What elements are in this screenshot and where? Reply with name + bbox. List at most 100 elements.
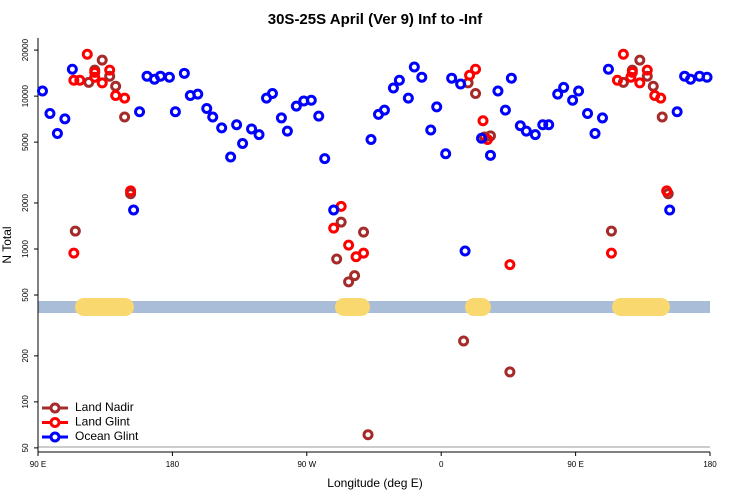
point (68, 247, 80, 259)
point (349, 270, 361, 282)
point (567, 94, 579, 106)
point (104, 64, 116, 76)
point (477, 115, 489, 127)
y-axis-label: N Total (0, 226, 14, 263)
point (81, 48, 93, 60)
point (192, 88, 204, 100)
point (641, 70, 653, 82)
y-tick-label: 100 (21, 395, 30, 409)
point (458, 335, 470, 347)
point (573, 85, 585, 97)
point (335, 216, 347, 228)
y-tick-label: 50 (21, 443, 30, 452)
point (358, 226, 370, 238)
legend-label: Land Glint (75, 415, 130, 429)
point (387, 82, 399, 94)
point (582, 107, 594, 119)
point (552, 88, 564, 100)
point (492, 85, 504, 97)
point (476, 132, 488, 144)
point (319, 153, 331, 165)
point (207, 111, 219, 123)
point (402, 92, 414, 104)
point (59, 113, 71, 125)
point (358, 247, 370, 259)
point (169, 106, 181, 118)
point (119, 111, 131, 123)
point (605, 225, 617, 237)
point (362, 429, 374, 441)
point (104, 70, 116, 82)
y-tick-label: 1000 (21, 240, 30, 258)
point (378, 104, 390, 116)
land-patch (612, 298, 670, 316)
point (328, 222, 340, 234)
point (634, 77, 646, 89)
point (589, 127, 601, 139)
point (343, 239, 355, 251)
point (290, 100, 302, 112)
y-tick-label: 20000 (21, 38, 30, 61)
point (543, 119, 555, 131)
x-tick-label: 90 W (297, 460, 316, 469)
point (558, 81, 570, 93)
point (201, 102, 213, 114)
legend-marker (49, 431, 61, 443)
point (459, 245, 471, 257)
point (128, 204, 140, 216)
point (685, 73, 697, 85)
point (163, 71, 175, 83)
point (455, 78, 467, 90)
x-axis-label: Longitude (deg E) (327, 476, 422, 490)
point (69, 225, 81, 237)
point (617, 48, 629, 60)
point (89, 71, 101, 83)
point (505, 72, 517, 84)
y-tick-label: 500 (21, 288, 30, 302)
land-patch (465, 298, 491, 316)
point (647, 80, 659, 92)
legend-label: Land Nadir (75, 400, 134, 414)
x-tick-label: 180 (703, 460, 717, 469)
chart-title: 30S-25S April (Ver 9) Inf to -Inf (268, 11, 483, 28)
point (664, 204, 676, 216)
point (529, 129, 541, 141)
point (605, 247, 617, 259)
point (96, 77, 108, 89)
point (331, 253, 343, 265)
point (470, 88, 482, 100)
point (408, 61, 420, 73)
point (596, 112, 608, 124)
y-tick-label: 200 (21, 349, 30, 363)
point (425, 124, 437, 136)
point (216, 122, 228, 134)
x-tick-label: 180 (166, 460, 180, 469)
x-tick-label: 90 E (30, 460, 46, 469)
x-tick-label: 0 (439, 460, 444, 469)
y-tick-label: 5000 (21, 133, 30, 151)
point (343, 276, 355, 288)
point (281, 125, 293, 137)
legend-marker (49, 417, 61, 428)
point (231, 119, 243, 131)
point (611, 74, 623, 86)
land-patch (335, 298, 370, 316)
land-patch (75, 298, 134, 316)
point (504, 366, 516, 378)
point (470, 63, 482, 75)
point (110, 80, 122, 92)
point (701, 71, 713, 83)
point (225, 151, 237, 163)
point (416, 71, 428, 83)
point (328, 204, 340, 216)
point (253, 129, 265, 141)
point (246, 123, 258, 135)
point (74, 74, 86, 86)
point (305, 94, 317, 106)
point (89, 66, 101, 78)
point (431, 101, 443, 113)
point (464, 69, 476, 81)
y-tick-label: 10000 (21, 84, 30, 107)
point (119, 92, 131, 104)
